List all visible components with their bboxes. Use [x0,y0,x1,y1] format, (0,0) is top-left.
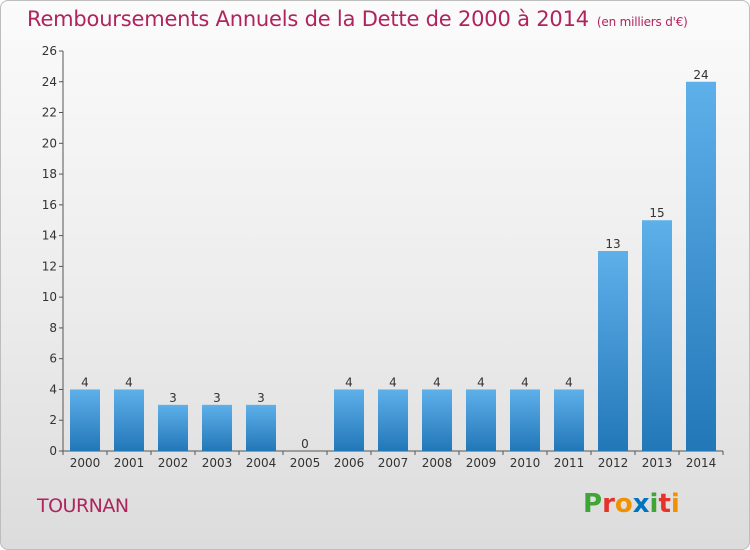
chart-title: Remboursements Annuels de la Dette de 20… [27,7,688,31]
y-tick-label: 18 [42,167,57,181]
x-tick-label-2010: 2010 [510,456,541,470]
y-tick-label: 20 [42,136,57,150]
bar-2012 [598,251,628,451]
bar-2009 [466,389,496,451]
data-label-2002: 3 [169,391,177,405]
data-label-2005: 0 [301,437,309,451]
y-tick-label: 8 [49,321,57,335]
bar-2013 [642,220,672,451]
proxiti-logo: Proxiti [583,489,680,519]
bar-2007 [378,389,408,451]
bars [70,81,716,452]
logo-letter: t [658,489,671,519]
data-label-2012: 13 [605,237,620,251]
x-tick-label-2003: 2003 [202,456,233,470]
data-label-2003: 3 [213,391,221,405]
logo-letter: P [583,489,603,519]
bar-2002 [158,404,188,451]
x-tick-label-2013: 2013 [642,456,673,470]
chart-title-text: Remboursements Annuels de la Dette de 20… [27,7,589,31]
data-label-2008: 4 [433,375,441,389]
data-labels: 4 4 3 3 3 0 4 4 4 4 4 4 13 15 24 [81,68,708,451]
x-tick-label-2008: 2008 [422,456,453,470]
x-tick-label-2011: 2011 [554,456,585,470]
y-tick-label: 12 [42,259,57,273]
bar-2003 [202,404,232,451]
data-label-2004: 3 [257,391,265,405]
data-label-2010: 4 [521,375,529,389]
y-tick-label: 10 [42,290,57,304]
y-tick-label: 0 [49,444,57,458]
y-tick-label: 26 [42,44,57,58]
commune-name: TOURNAN [37,495,129,517]
bar-2001 [114,389,144,451]
bar-2006 [334,389,364,451]
data-label-2006: 4 [345,375,353,389]
logo-letter: r [602,489,615,519]
bar-2004 [246,404,276,451]
y-tick-label: 16 [42,198,57,212]
bar-2010 [510,389,540,451]
bar-2014 [686,81,716,452]
data-label-2013: 15 [649,206,664,220]
x-tick-label-2012: 2012 [598,456,629,470]
data-label-2014: 24 [693,68,708,82]
data-label-2001: 4 [125,375,133,389]
unit-note: (en milliers d'€) [596,15,688,29]
x-tick-label-2001: 2001 [114,456,145,470]
bar-2008 [422,389,452,451]
y-tick-label: 6 [49,352,57,366]
x-tick-label-2000: 2000 [70,456,101,470]
logo-letter: x [632,489,650,519]
logo-letter: i [670,489,680,519]
y-tick-label: 2 [49,413,57,427]
y-tick-label: 24 [42,75,57,89]
bar-2011 [554,389,584,451]
x-tick-label-2009: 2009 [466,456,497,470]
y-tick-label: 4 [49,382,57,396]
y-tick-label: 22 [42,106,57,120]
data-label-2011: 4 [565,375,573,389]
x-tick-label-2005: 2005 [290,456,321,470]
data-label-2007: 4 [389,375,397,389]
logo-letter: o [614,489,633,519]
data-label-2009: 4 [477,375,485,389]
x-tick-label-2014: 2014 [686,456,717,470]
x-tick-label-2007: 2007 [378,456,409,470]
y-tick-label: 14 [42,229,57,243]
x-tick-label-2002: 2002 [158,456,189,470]
bar-2000 [70,389,100,451]
data-label-2000: 4 [81,375,89,389]
logo-letter: i [649,489,659,519]
x-tick-label-2006: 2006 [334,456,365,470]
x-tick-label-2004: 2004 [246,456,277,470]
